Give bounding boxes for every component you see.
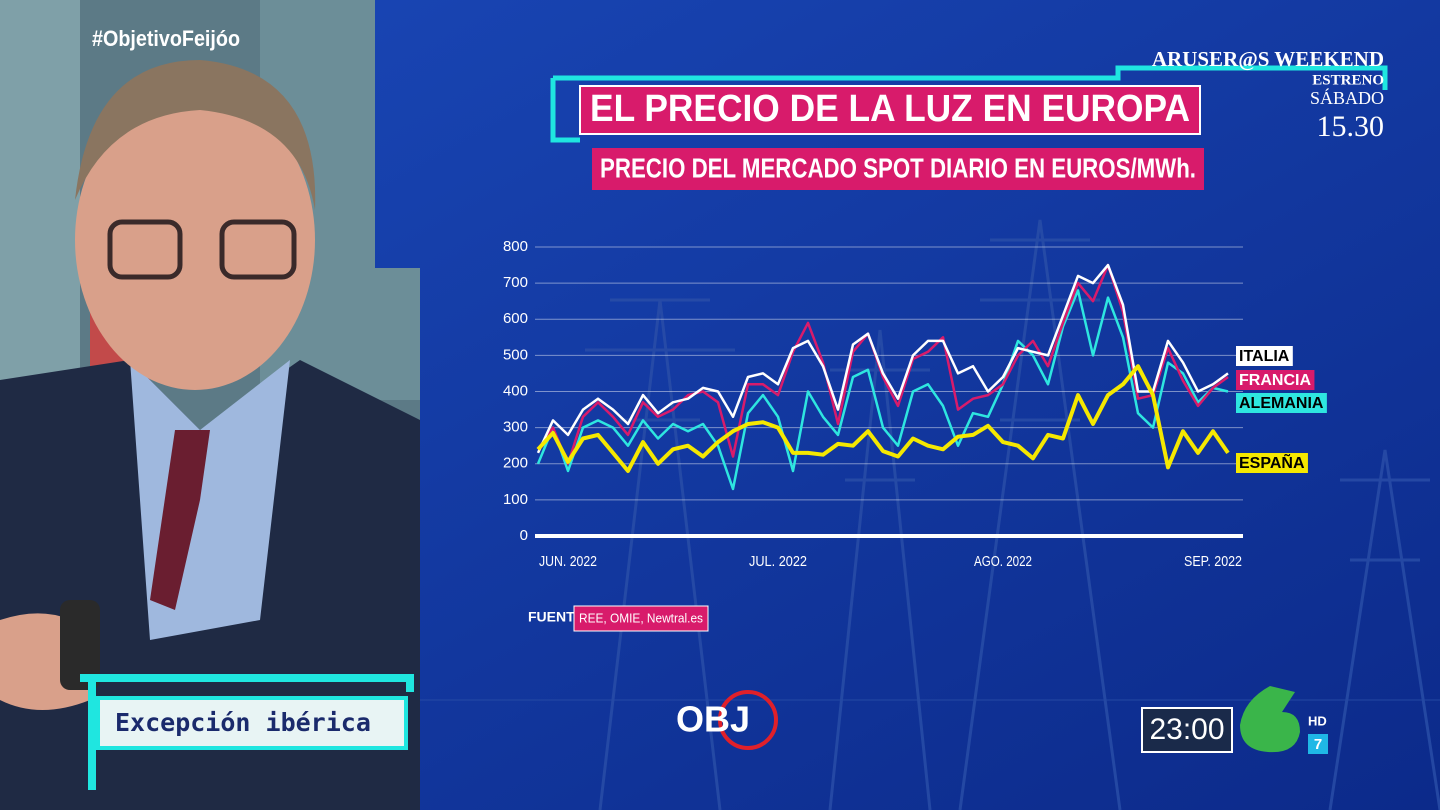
lower-third-text: Excepción ibérica	[115, 708, 371, 737]
line-chart: 0 100 200 300 400 500 600 700 800 JUN. 2022 JUL. 2…	[503, 238, 1327, 570]
channel-number-box	[1308, 734, 1328, 754]
subtitle-box	[592, 148, 1204, 190]
y-tick-label: 300	[503, 419, 528, 436]
camera-feed	[0, 0, 420, 810]
program-logo: OBJ	[676, 699, 750, 740]
title-box	[579, 85, 1201, 135]
legend-swatch	[1236, 393, 1327, 413]
y-tick-label: 600	[503, 310, 528, 327]
series-line	[536, 364, 1230, 473]
logo-ring	[718, 690, 778, 750]
y-tick-label: 0	[520, 527, 528, 544]
legend-label: FRANCIA	[1239, 372, 1311, 389]
legend-swatch	[1236, 346, 1293, 366]
clock-box	[1141, 707, 1233, 753]
legend-swatch	[1236, 370, 1315, 390]
y-tick-label: 800	[503, 238, 528, 255]
x-tick-label: AGO. 2022	[974, 553, 1032, 570]
legend-swatch	[1236, 453, 1308, 473]
chart-subtitle: PRECIO DEL MERCADO SPOT DIARIO EN EUROS/…	[600, 152, 1196, 183]
legend-label: ITALIA	[1239, 348, 1290, 365]
chart-title: EL PRECIO DE LA LUZ EN EUROPA	[590, 88, 1190, 130]
promo-note: ESTRENO	[1312, 72, 1384, 88]
y-tick-label: 400	[503, 382, 528, 399]
legend-label: ALEMANIA	[1239, 395, 1324, 412]
lower-third-frame	[80, 674, 414, 790]
y-tick-label: 700	[503, 274, 528, 291]
y-tick-label: 500	[503, 346, 528, 363]
channel-number: 7	[1314, 736, 1322, 753]
x-tick-label: JUN. 2022	[539, 553, 597, 570]
lower-third-box	[96, 696, 408, 750]
promo-time: 15.30	[1317, 110, 1385, 143]
title-frame	[550, 65, 1388, 143]
source-box	[573, 605, 709, 632]
x-tick-label: SEP. 2022	[1184, 553, 1242, 570]
clock: 23:00	[1149, 713, 1224, 746]
promo-day: SÁBADO	[1310, 87, 1384, 108]
promo-show: ARUSER@S WEEKEND	[1152, 47, 1384, 71]
y-tick-label: 100	[503, 491, 528, 508]
x-tick-label: JUL. 2022	[749, 553, 807, 570]
hd-label: HD	[1308, 713, 1327, 728]
source: REE, OMIE, Newtral.es	[579, 610, 703, 625]
channel-logo	[1240, 686, 1300, 753]
legend-label: ESPAÑA	[1239, 452, 1305, 472]
y-tick-label: 200	[503, 455, 528, 472]
hashtag: #ObjetivoFeijóo	[92, 26, 240, 51]
series-line	[536, 289, 1229, 491]
series-line	[536, 263, 1229, 454]
